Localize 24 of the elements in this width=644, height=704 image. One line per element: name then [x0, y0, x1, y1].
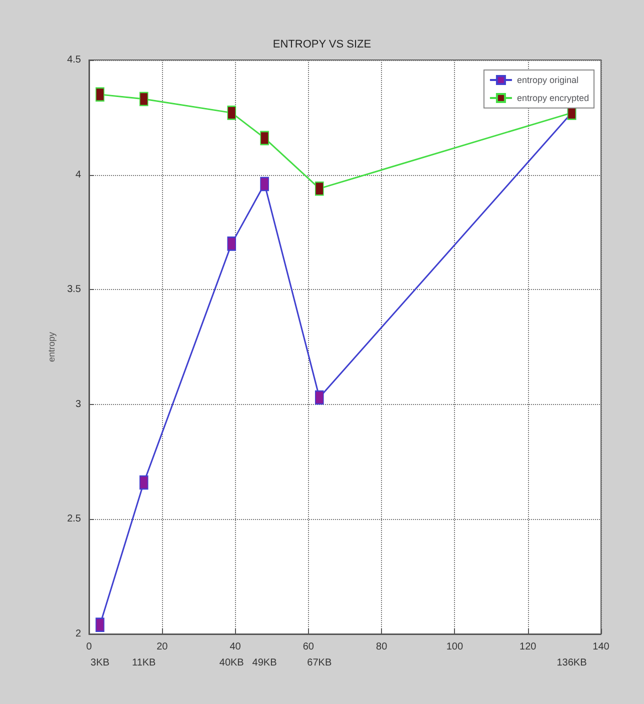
x-tick-label: 80 [376, 642, 388, 652]
y-tick-label: 4 [75, 169, 82, 180]
text: 49KB [252, 658, 278, 668]
x-tick-label: 0 [86, 642, 92, 652]
x-tick-label: 60 [302, 642, 314, 652]
y-tick-label: 3 [75, 398, 82, 410]
x-tick-label: 20 [156, 642, 168, 652]
y-axis-title: entropy [46, 331, 57, 362]
x-tick-label: 140 [592, 642, 610, 652]
text: 3KB [90, 658, 110, 668]
text: 40KB [219, 658, 244, 668]
y-tick-label: 2.5 [67, 514, 82, 525]
legend-label: entropy original [516, 75, 579, 85]
legend-label: entropy encrypted [516, 93, 590, 103]
text: 67KB [307, 658, 332, 668]
x-tick-label: 100 [446, 642, 464, 652]
text: 136KB [556, 658, 588, 668]
x-tick-label: 40 [230, 642, 242, 652]
text: 11KB [132, 658, 156, 668]
chart-title: ENTROPY VS SIZE [272, 38, 372, 50]
y-tick-label: 3.5 [67, 284, 82, 296]
x-tick-label: 120 [520, 642, 537, 652]
y-tick-label: 4.5 [67, 54, 82, 66]
y-tick-label: 2 [75, 628, 82, 640]
